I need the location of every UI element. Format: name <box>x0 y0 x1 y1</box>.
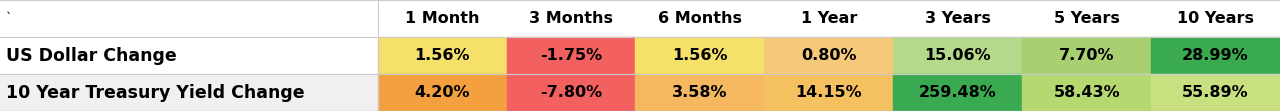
Text: 1.56%: 1.56% <box>672 48 727 63</box>
Bar <box>1023 74 1151 111</box>
Text: 3 Months: 3 Months <box>529 11 613 26</box>
Bar <box>1151 74 1280 111</box>
Text: 6 Months: 6 Months <box>658 11 742 26</box>
Text: 55.89%: 55.89% <box>1183 85 1249 100</box>
Bar <box>635 74 764 111</box>
Text: 58.43%: 58.43% <box>1053 85 1120 100</box>
Bar <box>378 37 507 74</box>
Text: 3 Years: 3 Years <box>924 11 991 26</box>
Bar <box>507 74 635 111</box>
Bar <box>764 74 893 111</box>
Text: 15.06%: 15.06% <box>924 48 991 63</box>
Bar <box>0 74 1280 111</box>
Text: -7.80%: -7.80% <box>540 85 602 100</box>
Bar <box>507 37 635 74</box>
Bar <box>764 37 893 74</box>
Bar <box>0 37 1280 74</box>
Text: 259.48%: 259.48% <box>919 85 997 100</box>
Text: 1.56%: 1.56% <box>415 48 470 63</box>
Bar <box>0 0 1280 37</box>
Text: 3.58%: 3.58% <box>672 85 727 100</box>
Text: 28.99%: 28.99% <box>1183 48 1249 63</box>
Text: 1 Month: 1 Month <box>404 11 479 26</box>
Text: 10 Years: 10 Years <box>1178 11 1254 26</box>
Text: -1.75%: -1.75% <box>540 48 602 63</box>
Text: 5 Years: 5 Years <box>1053 11 1120 26</box>
Bar <box>1023 37 1151 74</box>
Text: 7.70%: 7.70% <box>1059 48 1115 63</box>
Bar <box>378 74 507 111</box>
Bar <box>893 37 1023 74</box>
Text: US Dollar Change: US Dollar Change <box>6 47 177 64</box>
Text: 10 Year Treasury Yield Change: 10 Year Treasury Yield Change <box>6 83 305 101</box>
Bar <box>635 37 764 74</box>
Text: 14.15%: 14.15% <box>795 85 863 100</box>
Text: 0.80%: 0.80% <box>801 48 856 63</box>
Text: `: ` <box>6 12 13 25</box>
Text: 1 Year: 1 Year <box>800 11 858 26</box>
Bar <box>893 74 1023 111</box>
Text: 4.20%: 4.20% <box>415 85 470 100</box>
Bar <box>1151 37 1280 74</box>
